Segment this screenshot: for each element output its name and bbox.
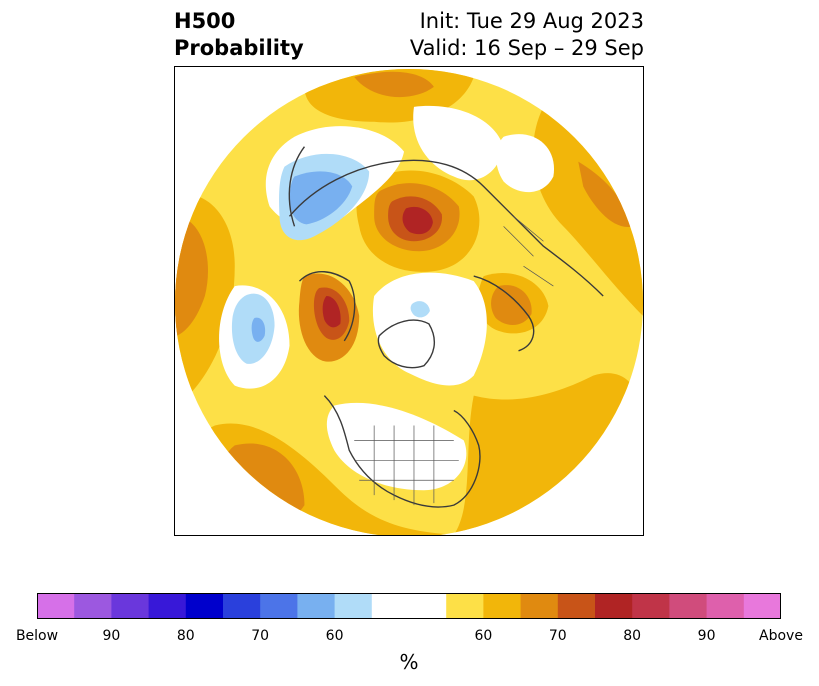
colorbar-tick-label: 70 <box>251 628 270 644</box>
colorbar-cell <box>706 593 745 619</box>
field-below-siberia-core <box>289 171 353 225</box>
colorbar-cell <box>743 593 781 619</box>
map-dates: Init: Tue 29 Aug 2023 Valid: 16 Sep – 29… <box>410 8 644 62</box>
field-max-arctic <box>402 206 433 235</box>
coast-europe <box>473 275 535 352</box>
field-neutral-usa <box>326 402 467 491</box>
field-core-north <box>354 71 434 98</box>
colorbar-cell <box>483 593 522 619</box>
colorbar-cell <box>632 593 670 619</box>
colorbar-cell <box>669 593 708 619</box>
valid-range: Valid: 16 Sep – 29 Sep <box>409 36 644 60</box>
colorbar-unit-label: % <box>399 650 419 674</box>
field-strong-europe <box>491 285 532 325</box>
colorbar-cell <box>297 593 336 619</box>
field-band-asia <box>533 106 643 316</box>
colorbar-tick-label: Below <box>15 628 59 644</box>
init-date: Init: Tue 29 Aug 2023 <box>419 9 644 33</box>
colorbar-cell <box>111 593 150 619</box>
colorbar-tick-label: 80 <box>623 628 642 644</box>
map-panel <box>174 66 644 536</box>
colorbar-tick-label: 80 <box>176 628 195 644</box>
colorbar-cell <box>557 593 596 619</box>
coast-alaska <box>298 271 356 342</box>
polar-map <box>175 68 643 535</box>
colorbar-cells <box>37 593 781 619</box>
colorbar <box>37 593 781 619</box>
state-borders <box>354 216 554 506</box>
colorbar-cell <box>37 593 75 619</box>
coast-greenland <box>377 319 436 369</box>
colorbar-tick-label: 90 <box>697 628 716 644</box>
coast-eurasia <box>288 159 604 297</box>
colorbar-cell <box>260 593 298 619</box>
field-max-alaska <box>322 296 341 328</box>
field-band-atlantic <box>453 373 643 535</box>
coast-north-america <box>323 395 481 508</box>
colorbar-tick-label: 70 <box>548 628 567 644</box>
colorbar-cell <box>595 593 633 619</box>
eurasia-borders <box>503 216 554 287</box>
field-core-asia <box>578 161 634 227</box>
map-title: H500 Probability <box>174 8 304 62</box>
colorbar-outline <box>37 593 781 619</box>
colorbar-cell <box>74 593 112 619</box>
field-neutral-east <box>496 134 555 193</box>
colorbar-cell <box>520 593 559 619</box>
field-below-greenland <box>410 301 430 318</box>
colorbar-tick-label: 90 <box>102 628 121 644</box>
colorbar-tick-label: 60 <box>325 628 344 644</box>
colorbar-tick-label: Above <box>759 628 803 644</box>
title-quantity: Probability <box>174 36 304 60</box>
field-below-pacific-core <box>251 317 266 342</box>
colorbar-cell <box>148 593 187 619</box>
coastlines <box>288 146 604 508</box>
field-core-west <box>175 216 208 336</box>
colorbar-cell <box>371 593 410 619</box>
probability-field <box>175 68 643 535</box>
colorbar-tick-label: 60 <box>474 628 493 644</box>
colorbar-cell <box>409 593 447 619</box>
title-variable: H500 <box>174 9 236 33</box>
colorbar-cell <box>223 593 261 619</box>
colorbar-cell <box>334 593 373 619</box>
colorbar-cell <box>446 593 484 619</box>
field-neutral-greenland <box>372 272 487 386</box>
us-state-grid <box>354 425 459 506</box>
colorbar-cell <box>185 593 224 619</box>
coast-kamchatka <box>288 146 306 227</box>
